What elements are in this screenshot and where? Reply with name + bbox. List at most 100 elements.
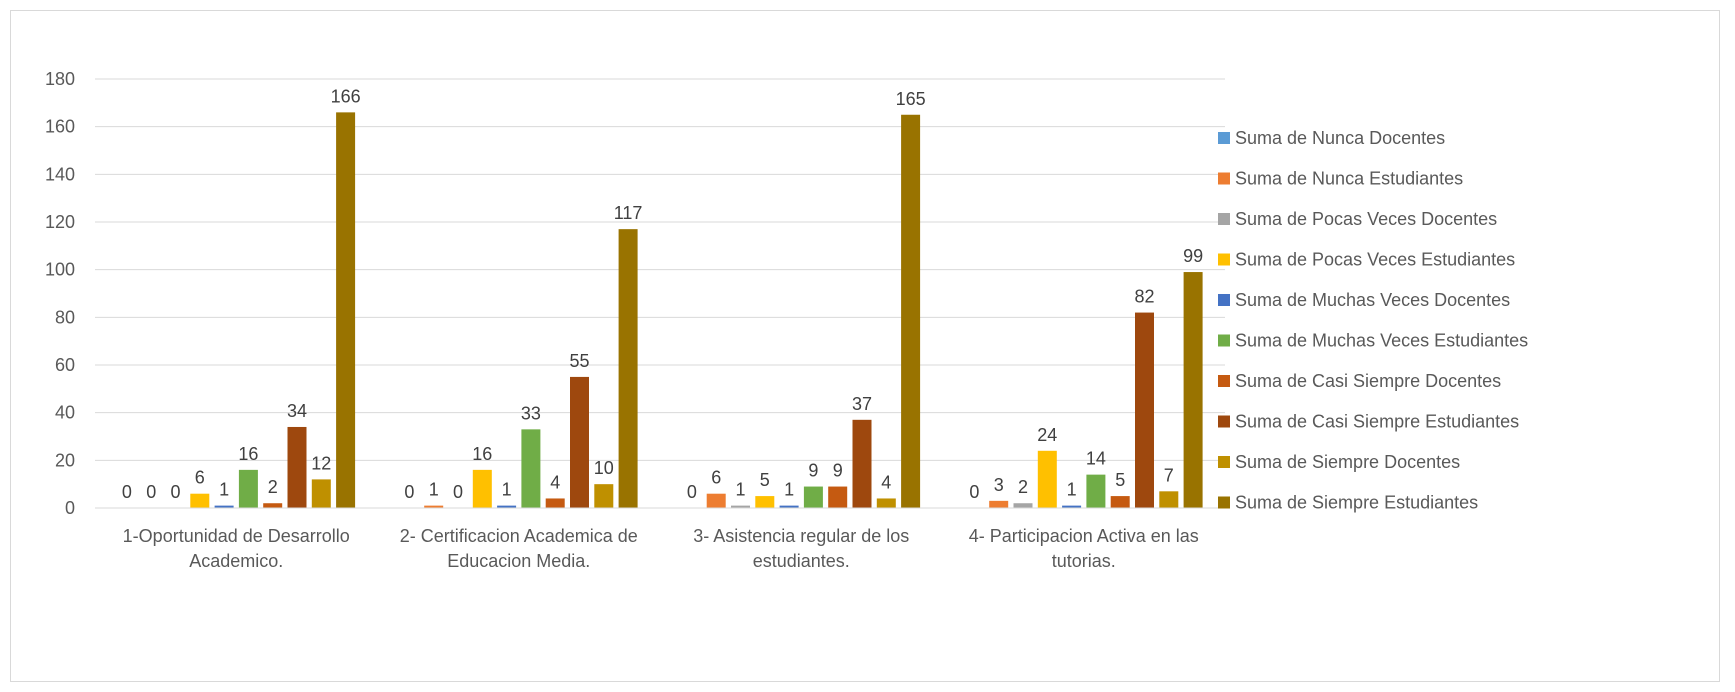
y-tick-label: 0 [65,498,75,518]
x-tick-label: 1-Oportunidad de Desarrollo Academico. [123,526,350,571]
data-label: 16 [238,444,258,464]
legend-label: Suma de Nunca Estudiantes [1235,169,1463,189]
bar [336,112,356,508]
bar [828,486,848,508]
legend-item: Suma de Nunca Estudiantes [1218,169,1463,189]
legend-swatch [1218,456,1230,468]
legend-label: Suma de Casi Siempre Docentes [1235,371,1501,391]
data-label: 0 [404,482,414,502]
data-label: 0 [453,482,463,502]
legend-label: Suma de Pocas Veces Estudiantes [1235,250,1515,270]
legend-item: Suma de Casi Siempre Estudiantes [1218,412,1519,432]
bars [190,112,1203,508]
bar [263,503,283,508]
bar [1062,505,1082,508]
y-tick-label: 140 [45,164,75,184]
bar [214,505,234,508]
bar [472,469,492,508]
legend: Suma de Nunca Docentes Suma de Nunca Estu… [1218,128,1528,513]
bar [803,486,823,508]
data-label: 166 [331,86,361,106]
data-label: 6 [195,468,205,488]
bar [570,376,589,508]
data-label: 117 [614,203,643,223]
legend-item: Suma de Casi Siempre Docentes [1218,371,1501,391]
data-label: 6 [711,468,721,488]
data-label: 24 [1037,425,1057,445]
data-label: 16 [472,444,492,464]
x-tick-label: 2- Certificacion Academica de Educacion M… [400,526,638,571]
y-tick-label: 180 [45,69,75,89]
bar [424,505,444,508]
y-tick-label: 80 [55,307,75,327]
data-label: 55 [569,351,589,371]
legend-swatch [1218,375,1230,387]
legend-label: Suma de Muchas Veces Estudiantes [1235,331,1528,351]
legend-item: Suma de Nunca Docentes [1218,128,1445,148]
y-tick-label: 120 [45,212,75,232]
legend-item: Suma de Pocas Veces Docentes [1218,209,1497,229]
data-label: 1 [1067,480,1077,500]
bar [618,229,638,508]
bar [1037,450,1057,508]
data-label: 1 [219,480,229,500]
data-label: 9 [833,461,843,481]
y-tick-label: 60 [55,355,75,375]
bar [706,493,726,508]
data-label: 2 [1018,477,1028,497]
bar [779,505,799,508]
legend-swatch [1218,415,1230,428]
data-label: 1 [502,480,512,500]
data-label: 0 [122,482,132,502]
bar [989,500,1009,508]
data-label: 4 [550,472,560,492]
legend-swatch [1218,213,1230,225]
legend-item: Suma de Siempre Estudiantes [1218,493,1478,513]
legend-swatch [1218,294,1230,306]
data-label: 3 [994,475,1004,495]
bar [1086,474,1106,508]
data-label: 5 [1115,470,1125,490]
bar [594,484,614,508]
data-label: 99 [1183,246,1203,266]
data-label: 34 [287,401,307,421]
bar [1159,491,1179,508]
data-label: 165 [896,89,926,109]
data-label: 10 [594,458,614,478]
legend-item: Suma de Muchas Veces Estudiantes [1218,331,1528,351]
y-tick-label: 40 [55,403,75,423]
legend-item: Suma de Siempre Docentes [1218,452,1460,472]
legend-item: Suma de Pocas Veces Estudiantes [1218,250,1515,270]
bar [190,493,210,508]
bar [901,114,921,508]
data-label: 9 [808,461,818,481]
bar [311,479,331,508]
legend-item: Suma de Muchas Veces Docentes [1218,290,1510,310]
bar [238,469,258,508]
data-label: 1 [429,480,439,500]
legend-swatch [1218,253,1230,266]
bar [755,496,775,508]
y-tick-label: 20 [55,450,75,470]
bar [1013,503,1033,508]
bar [1110,496,1130,508]
bar [1183,272,1203,508]
legend-label: Suma de Pocas Veces Docentes [1235,209,1497,229]
data-label: 1 [735,480,745,500]
data-label: 0 [170,482,180,502]
data-label: 5 [760,470,770,490]
data-label: 0 [146,482,156,502]
data-label: 82 [1134,287,1154,307]
data-label: 0 [969,482,979,502]
gridlines [95,78,1225,461]
bar [545,498,565,508]
data-label: 37 [852,394,872,414]
legend-label: Suma de Casi Siempre Estudiantes [1235,412,1519,432]
bar [521,429,541,508]
bar [876,498,896,508]
data-label: 14 [1086,449,1106,469]
y-tick-label: 160 [45,117,75,137]
